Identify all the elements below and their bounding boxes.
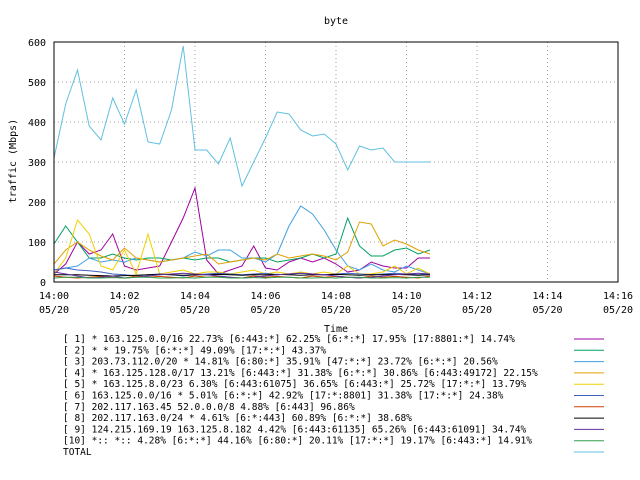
x-tick-date: 05/20 [39,305,69,316]
x-tick-date: 05/20 [109,305,139,316]
y-tick-label: 200 [28,198,46,209]
legend-label-11: TOTAL [63,447,92,458]
x-tick-time: 14:00 [39,291,69,302]
series-line-10 [53,276,430,279]
x-tick-time: 14:08 [321,291,351,302]
x-tick-date: 05/20 [321,305,351,316]
series-line-2 [53,216,431,263]
x-tick-time: 14:12 [462,291,492,302]
legend-label-7: [ 7] 202.117.163.45 52.0.0.0/8 4.88% [6:… [63,402,355,413]
legend-label-8: [ 8] 202.117.163.0/24 * 4.61% [6:*:443] … [63,413,412,424]
x-tick-date: 05/20 [391,305,421,316]
y-tick-label: 500 [28,78,46,89]
x-tick-date: 05/20 [603,305,633,316]
series-line-5 [53,218,431,276]
series-line-1 [53,186,430,275]
legend-label-9: [ 9] 124.215.169.19 163.125.8.182 4.42% … [63,424,527,435]
x-tick-time: 14:16 [603,291,633,302]
legend: [ 1] * 163.125.0.0/16 22.73% [6:443:*] 6… [63,334,604,458]
legend-label-6: [ 6] 163.125.0.0/16 * 5.01% [6:*:*] 42.9… [63,391,504,402]
y-tick-label: 600 [28,38,46,49]
series-lines [53,45,431,279]
x-tick-date: 05/20 [532,305,562,316]
legend-label-2: [ 2] * * 19.75% [6:*:*] 49.09% [17:*:*] … [63,345,326,356]
x-tick-time: 14:10 [391,291,421,302]
x-axis-label: Time [324,324,348,335]
tick-labels: 0 100 200 300 400 500 600 14:00 05/20 14:02 05/20 1… [28,38,633,316]
x-tick-date: 05/20 [462,305,492,316]
legend-label-1: [ 1] * 163.125.0.0/16 22.73% [6:443:*] 6… [63,334,515,345]
series-line-4 [53,221,431,265]
series-line-3 [53,205,431,275]
x-tick-time: 14:06 [250,291,280,302]
plot-frame [53,41,619,283]
y-tick-label: 0 [40,278,46,289]
x-tick-date: 05/20 [180,305,210,316]
series-line-8 [54,273,431,277]
series-line-11 [53,45,430,188]
x-tick-time: 14:02 [109,291,139,302]
x-tick-time: 14:14 [532,291,562,302]
y-tick-label: 100 [28,238,46,249]
legend-label-5: [ 5] * 163.125.8.0/23 6.30% [6:443:61075… [63,379,527,390]
y-tick-label: 400 [28,118,46,129]
y-axis-label: traffic (Mbps) [8,119,19,203]
grid [54,42,618,282]
x-tick-time: 14:04 [180,291,210,302]
x-tick-date: 05/20 [250,305,280,316]
y-tick-label: 300 [28,158,46,169]
legend-label-4: [ 4] * 163.125.128.0/17 13.21% [6:443:*]… [63,368,538,379]
legend-label-10: [10] *:: *:: 4.28% [6:*:*] 44.16% [6:80:… [63,436,532,447]
chart-title: byte [324,16,348,27]
legend-label-3: [ 3] 203.73.112.0/20 * 14.81% [6:80:*] 3… [63,357,498,368]
